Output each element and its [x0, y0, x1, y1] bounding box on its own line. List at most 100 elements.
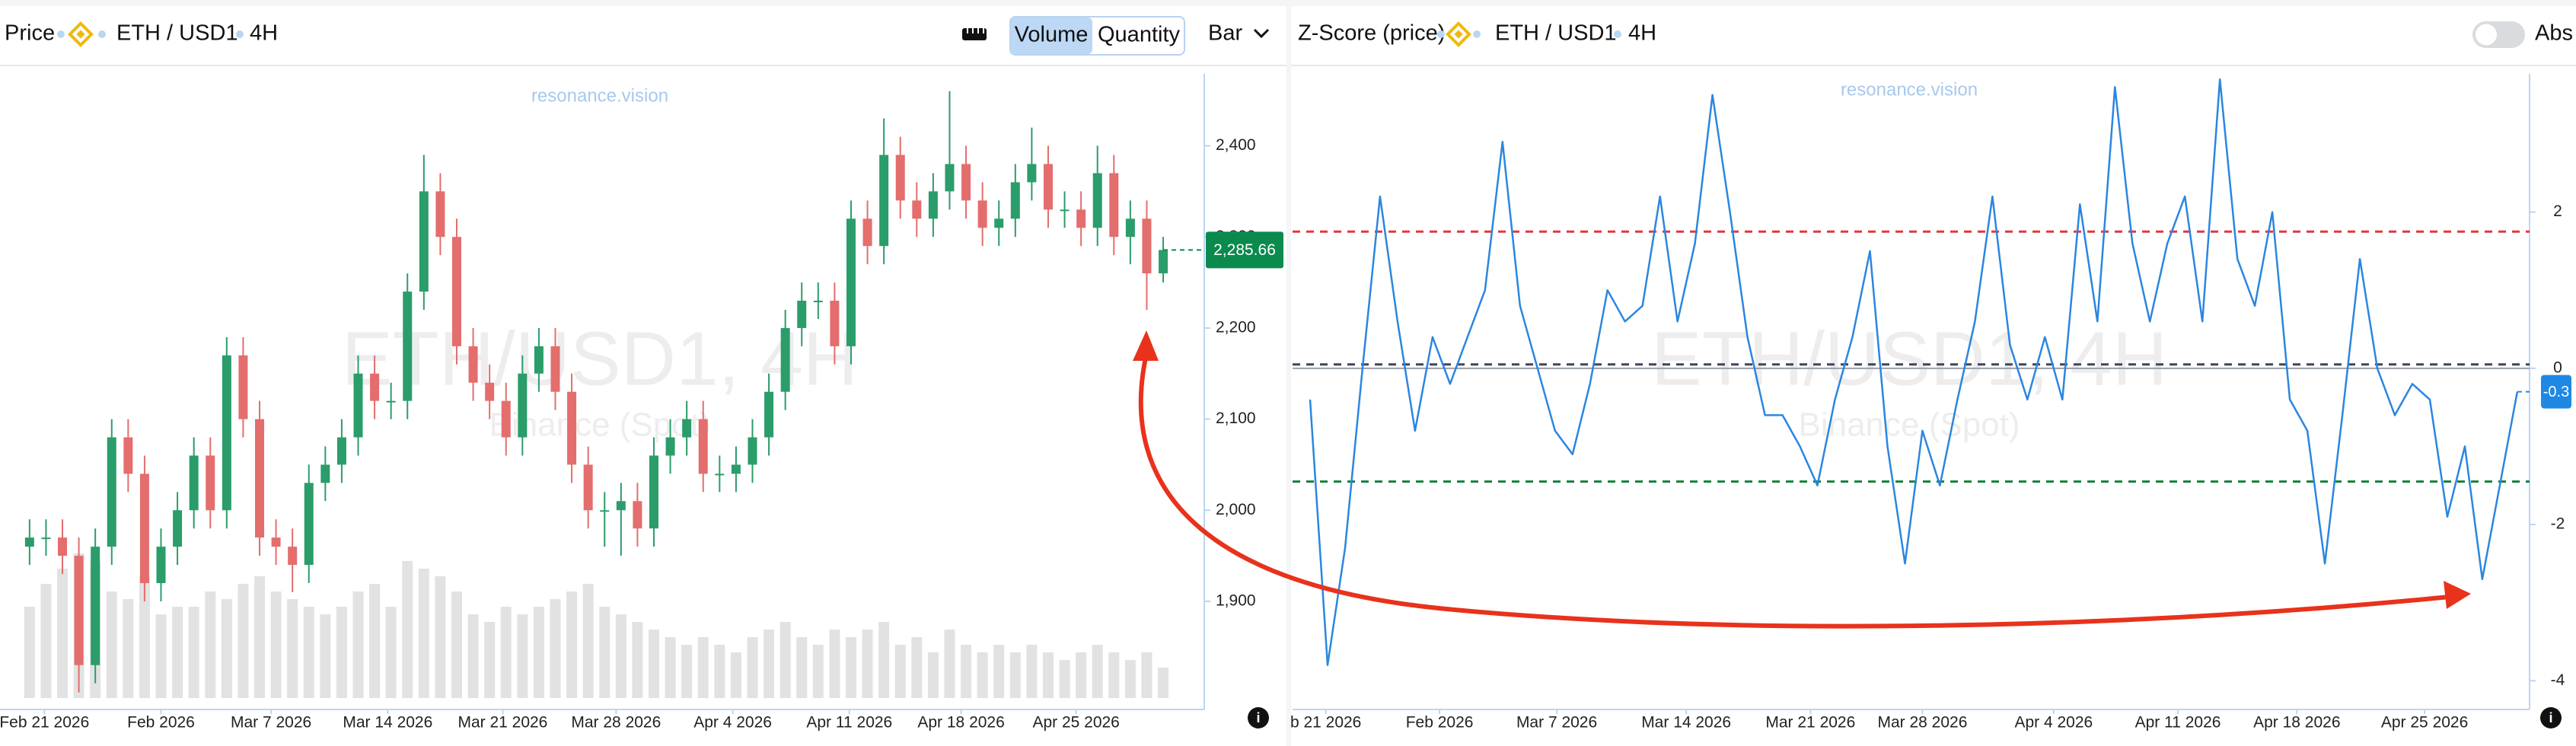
candle-body: [288, 547, 298, 566]
chart-style[interactable]: Bar: [1208, 21, 1242, 46]
x-tick-label: Feb 2026: [1406, 714, 1474, 732]
dot: [98, 30, 106, 38]
volume-bar: [1026, 645, 1038, 698]
x-tick-label: Apr 25 2026: [2381, 714, 2468, 732]
info-button[interactable]: i: [1248, 707, 1269, 728]
volume-bar: [599, 607, 611, 698]
chevron[interactable]: [1253, 28, 1270, 39]
x-tick-label: Apr 18 2026: [2253, 714, 2340, 732]
candle-body: [1010, 182, 1020, 219]
volume-bar: [205, 591, 216, 698]
volume-bar: [829, 630, 840, 698]
candle-body: [304, 483, 314, 566]
volume-bar: [1042, 652, 1054, 698]
volume-bar: [188, 607, 199, 698]
volume-bar: [1108, 652, 1120, 698]
candle-body: [91, 547, 100, 665]
volume-bar: [550, 599, 561, 698]
watermark-brand: resonance.vision: [1841, 79, 1978, 100]
candle-body: [830, 301, 840, 346]
candle-body: [123, 437, 133, 474]
volume-bar: [40, 584, 52, 698]
candle-body: [320, 464, 330, 483]
volume-bar: [287, 599, 298, 698]
volume-bar: [402, 561, 413, 698]
x-tick-label: Mar 14 2026: [343, 714, 432, 732]
interval[interactable]: 4H: [250, 21, 278, 46]
volume-bar: [779, 622, 791, 698]
volume-bar: [993, 645, 1005, 698]
toggle-knob: [2476, 24, 2497, 46]
volume-bar: [1059, 660, 1070, 698]
candle-body: [353, 373, 363, 438]
volume-bar: [451, 591, 462, 698]
volume-bar: [254, 576, 266, 698]
volume-button[interactable]: Volume: [1015, 23, 1089, 47]
volume-bar: [418, 569, 429, 698]
volume-bar: [517, 614, 528, 698]
candle-body: [813, 301, 823, 303]
candle-body: [550, 346, 560, 392]
dot: [1614, 30, 1621, 38]
candle-body: [222, 355, 231, 511]
y-tick-label: 0: [2553, 359, 2562, 376]
volume-bar: [123, 599, 134, 698]
symbol[interactable]: ETH / USD1: [116, 21, 238, 46]
watermark-brand: resonance.vision: [531, 85, 668, 106]
volume-bar: [697, 637, 709, 698]
candle-body: [600, 510, 610, 512]
y-tick-label: 2,200: [1216, 318, 1256, 336]
volume-bar: [303, 607, 314, 698]
candle-body: [1027, 164, 1037, 183]
quantity-button[interactable]: Quantity: [1098, 23, 1180, 47]
candle-body: [386, 400, 396, 403]
candle-body: [698, 419, 708, 474]
info-button[interactable]: i: [2540, 707, 2562, 728]
x-tick-label: Mar 7 2026: [231, 714, 311, 732]
candle-body: [879, 155, 889, 247]
candle-body: [912, 200, 922, 219]
abs-label[interactable]: Abs: [2535, 21, 2573, 46]
volume-bar: [533, 607, 544, 698]
panel-label: Z-Score (price): [1298, 21, 1445, 46]
volume-bar: [944, 630, 955, 698]
volume-bar: [352, 591, 364, 698]
x-tick-label: Mar 14 2026: [1641, 714, 1731, 732]
candle-body: [616, 501, 626, 511]
candle-body: [156, 547, 166, 584]
ruler-icon[interactable]: [962, 28, 987, 40]
candle-body: [862, 218, 872, 247]
y-tick-label: 2: [2553, 202, 2562, 220]
candle-body: [468, 346, 478, 383]
candle-body: [518, 373, 528, 438]
volume-bar: [665, 637, 676, 698]
y-tick-label: 2,000: [1216, 501, 1256, 518]
volume-bar: [238, 584, 249, 698]
volume-bar: [369, 584, 381, 698]
candle-body: [139, 473, 149, 584]
candle-body: [1109, 173, 1119, 238]
charts: ETH/USD1, 4H Binance (Spot) resonance.visi…: [0, 74, 2571, 732]
svg-text:i: i: [1256, 710, 1260, 725]
exchange-icon: [1446, 21, 1471, 47]
candle-body: [1159, 250, 1168, 274]
volume-bar: [57, 569, 69, 698]
symbol[interactable]: ETH / USD1: [1495, 21, 1617, 46]
candle-body: [238, 355, 248, 419]
x-tick-label: Apr 4 2026: [693, 714, 772, 732]
x-tick-labels: Feb 21 2026 Feb 2026 Mar 7 2026 Mar 14 2026…: [0, 709, 1120, 732]
volume-bar: [632, 622, 643, 698]
volume-bar: [139, 576, 150, 698]
candle-body: [206, 455, 215, 511]
svg-text:i: i: [2549, 710, 2552, 725]
interval[interactable]: 4H: [1628, 21, 1656, 46]
last-value-label: -0.3: [2543, 384, 2569, 400]
volume-bar: [435, 576, 446, 698]
arrow-head: [1133, 330, 1159, 361]
candle-body: [1125, 218, 1135, 238]
volume-bar: [812, 645, 824, 698]
candle-body: [780, 327, 790, 392]
arrow-head: [2444, 581, 2471, 609]
volume-button-bg[interactable]: [1011, 18, 1092, 54]
panel-label: Price: [5, 21, 55, 46]
